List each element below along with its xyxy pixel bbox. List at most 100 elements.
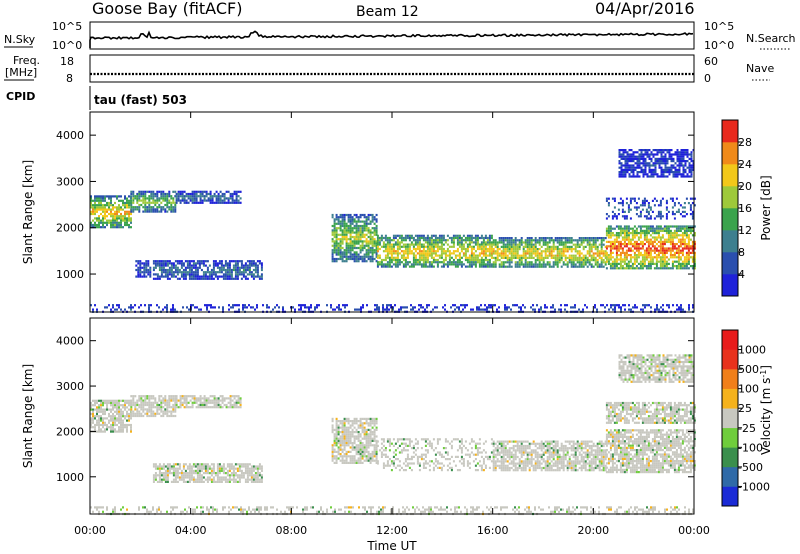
heatmap-cell: [94, 426, 96, 429]
heatmap-cell: [353, 251, 356, 254]
heatmap-cell: [388, 250, 391, 253]
heatmap-cell: [174, 190, 177, 193]
heatmap-cell: [335, 235, 338, 239]
heatmap-cell: [94, 201, 96, 205]
heatmap-cell: [478, 247, 481, 251]
heatmap-cell: [629, 260, 632, 263]
heatmap-cell: [398, 236, 401, 240]
heatmap-cell: [512, 241, 515, 244]
heatmap-cell: [228, 277, 231, 280]
heatmap-cell: [693, 240, 696, 243]
heatmap-cell: [637, 256, 640, 259]
heatmap-cell: [560, 243, 563, 246]
heatmap-cell: [627, 227, 630, 230]
heatmap-cell: [242, 264, 245, 267]
heatmap-cell: [180, 260, 183, 263]
heatmap-cell: [138, 412, 141, 415]
heatmap-cell: [228, 271, 231, 274]
heatmap-cell: [470, 236, 473, 240]
heatmap-cell: [120, 226, 122, 229]
heatmap-cell: [650, 175, 653, 178]
heatmap-cell: [514, 256, 517, 259]
heatmap-cell: [665, 260, 668, 263]
heatmap-cell: [544, 263, 547, 266]
heatmap-cell: [683, 232, 686, 235]
heatmap-cell: [152, 414, 155, 418]
heatmap-cell: [645, 251, 648, 254]
heatmap-cell: [676, 157, 679, 160]
heatmap-cell: [681, 260, 684, 263]
heatmap-cell: [416, 258, 419, 262]
heatmap-cell: [609, 249, 612, 252]
heatmap-cell: [120, 428, 122, 431]
heatmap-cell: [528, 265, 531, 268]
heatmap-cell: [193, 195, 196, 198]
heatmap-cell: [302, 304, 304, 307]
heatmap-cell: [682, 149, 685, 152]
heatmap-cell: [622, 304, 624, 307]
heatmap-cell: [436, 261, 439, 264]
heatmap-cell: [688, 171, 691, 174]
heatmap-cell: [662, 162, 665, 165]
heatmap-cell: [689, 232, 692, 235]
heatmap-cell: [480, 241, 483, 244]
heatmap-cell: [193, 192, 196, 196]
heatmap-cell: [152, 195, 155, 198]
heatmap-cell: [667, 210, 670, 213]
heatmap-cell: [191, 395, 194, 398]
heatmap-cell: [649, 260, 652, 263]
heatmap-cell: [430, 252, 433, 255]
heatmap-cell: [672, 166, 675, 169]
heatmap-cell: [636, 175, 639, 178]
heatmap-cell: [609, 254, 612, 257]
heatmap-cell: [639, 251, 642, 254]
heatmap-cell: [202, 262, 205, 265]
heatmap-cell: [677, 245, 680, 248]
heatmap-cell: [213, 401, 216, 404]
heatmap-cell: [339, 220, 342, 223]
heatmap-cell: [174, 208, 177, 211]
heatmap-cell: [621, 215, 624, 218]
heatmap-cell: [166, 203, 169, 207]
heatmap-cell: [122, 419, 124, 422]
heatmap-cell: [454, 263, 457, 266]
heatmap-cell: [156, 412, 159, 415]
heatmap-cell: [676, 153, 679, 156]
heatmap-cell: [209, 190, 212, 193]
nsearch-tick-bottom: 10^0: [704, 39, 734, 52]
heatmap-cell: [181, 403, 184, 407]
heatmap-cell: [442, 247, 445, 251]
heatmap-cell: [604, 256, 607, 259]
heatmap-cell: [510, 308, 512, 311]
heatmap-cell: [174, 275, 177, 278]
heatmap-cell: [647, 262, 650, 265]
heatmap-cell: [160, 467, 163, 470]
heatmap-cell: [116, 406, 118, 409]
heatmap-cell: [112, 221, 114, 224]
heatmap-cell: [359, 231, 362, 234]
heatmap-cell: [448, 254, 451, 257]
heatmap-cell: [208, 304, 210, 307]
heatmap-cell: [498, 254, 501, 257]
heatmap-cell: [492, 261, 495, 264]
heatmap-cell: [652, 168, 655, 171]
heatmap-cell: [100, 201, 102, 205]
heatmap-cell: [122, 226, 124, 229]
heatmap-cell: [375, 255, 378, 258]
heatmap-cell: [588, 241, 591, 244]
heatmap-cell: [175, 395, 178, 398]
heatmap-cell: [657, 234, 660, 237]
heatmap-cell: [182, 306, 184, 309]
heatmap-cell: [369, 238, 372, 241]
heatmap-cell: [562, 248, 565, 251]
heatmap-cell: [675, 265, 678, 268]
heatmap-cell: [578, 243, 581, 246]
heatmap-cell: [232, 304, 234, 307]
heatmap-cell: [665, 206, 668, 209]
heatmap-cell: [98, 223, 100, 227]
heatmap-cell: [500, 261, 503, 264]
heatmap-cell: [456, 261, 459, 264]
heatmap-cell: [666, 175, 669, 178]
heatmap-cell: [156, 192, 159, 196]
heatmap-cell: [108, 419, 110, 422]
